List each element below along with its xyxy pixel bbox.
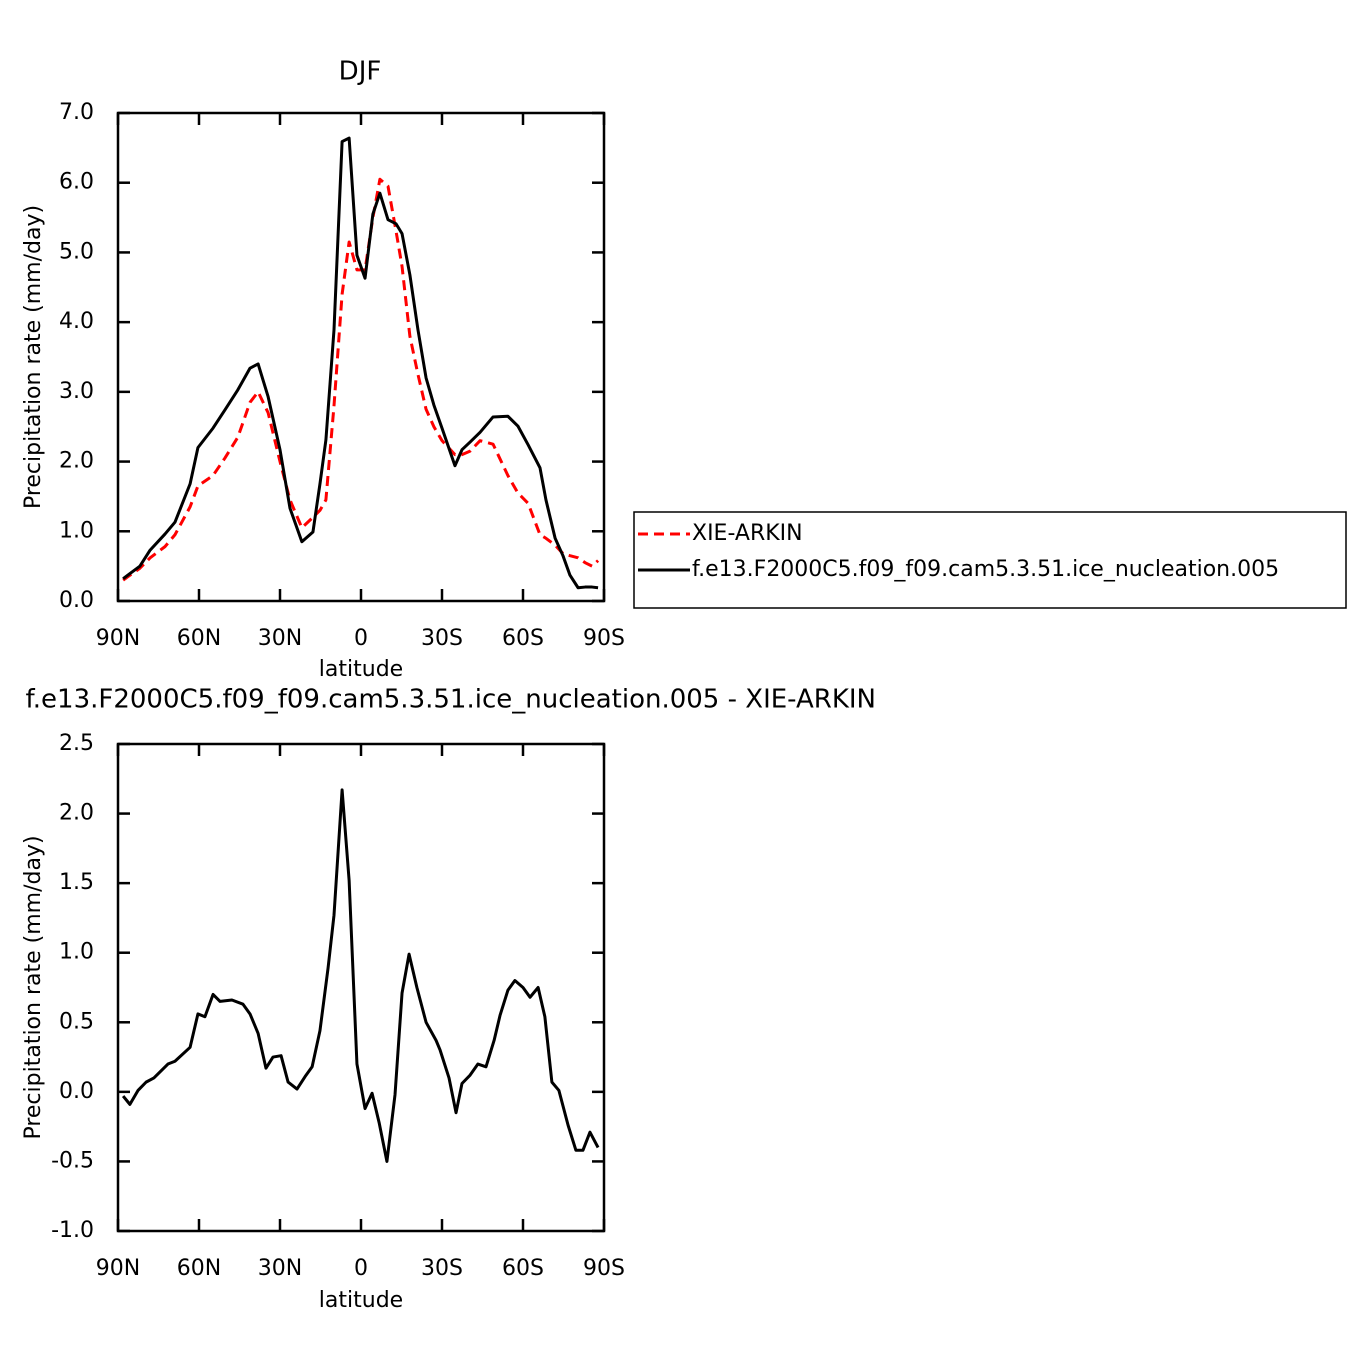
x-tick-label: 90S bbox=[583, 1256, 625, 1281]
x-axis-label: latitude bbox=[319, 1288, 403, 1313]
y-tick-label: 2.0 bbox=[59, 801, 94, 826]
y-tick-label: -1.0 bbox=[51, 1218, 94, 1243]
x-tick-label: 60N bbox=[177, 626, 221, 651]
y-tick-label: 0.5 bbox=[59, 1009, 94, 1034]
y-tick-label: 1.0 bbox=[59, 940, 94, 965]
y-tick-label: 1.0 bbox=[59, 518, 94, 543]
y-tick-label: 5.0 bbox=[59, 239, 94, 264]
x-tick-label: 0 bbox=[354, 626, 368, 651]
y-axis-label: Precipitation rate (mm/day) bbox=[21, 205, 46, 509]
x-tick-label: 90S bbox=[583, 626, 625, 651]
chart-title: DJF bbox=[339, 57, 382, 87]
x-axis-label: latitude bbox=[319, 657, 403, 682]
x-tick-label: 60S bbox=[502, 1256, 544, 1281]
series-line bbox=[122, 177, 600, 582]
x-tick-label: 30S bbox=[421, 626, 463, 651]
x-tick-label: 60N bbox=[177, 1256, 221, 1281]
legend-box bbox=[633, 511, 1347, 609]
y-tick-label: 2.5 bbox=[59, 731, 94, 756]
y-axis-label: Precipitation rate (mm/day) bbox=[21, 835, 46, 1139]
x-tick-label: 30N bbox=[258, 1256, 302, 1281]
y-tick-label: 3.0 bbox=[59, 379, 94, 404]
y-tick-label: 2.0 bbox=[59, 449, 94, 474]
x-tick-label: 90N bbox=[96, 626, 140, 651]
x-tick-label: 60S bbox=[502, 626, 544, 651]
legend-label: f.e13.F2000C5.f09_f09.cam5.3.51.ice_nucl… bbox=[692, 557, 1279, 582]
chart-title: f.e13.F2000C5.f09_f09.cam5.3.51.ice_nucl… bbox=[26, 685, 876, 715]
series-line bbox=[122, 136, 599, 590]
series-line bbox=[121, 788, 600, 1163]
y-tick-label: 1.5 bbox=[59, 870, 94, 895]
x-tick-label: 30N bbox=[258, 626, 302, 651]
y-tick-label: 7.0 bbox=[59, 100, 94, 125]
x-tick-label: 90N bbox=[96, 1256, 140, 1281]
y-tick-label: -0.5 bbox=[51, 1148, 94, 1173]
y-tick-label: 0.0 bbox=[59, 1079, 94, 1104]
x-tick-label: 0 bbox=[354, 1256, 368, 1281]
y-tick-label: 4.0 bbox=[59, 309, 94, 334]
legend-label: XIE-ARKIN bbox=[692, 521, 803, 546]
y-tick-label: 6.0 bbox=[59, 170, 94, 195]
x-tick-label: 30S bbox=[421, 1256, 463, 1281]
y-tick-label: 0.0 bbox=[59, 588, 94, 613]
